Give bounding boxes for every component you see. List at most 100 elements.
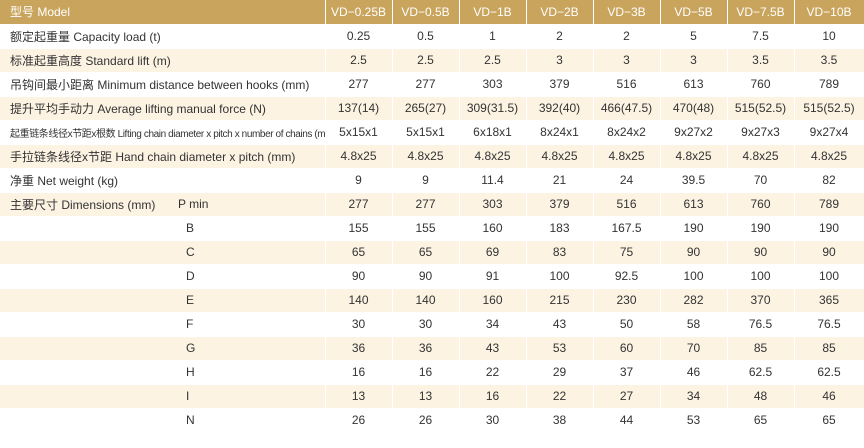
table-cell: 16 [325,360,393,385]
table-cell: 1 [459,24,527,49]
table-cell: 100 [660,264,728,289]
table-cell: 9x27x4 [794,120,864,145]
table-cell: 4.8x25 [660,144,728,169]
table-cell: 38 [526,408,594,433]
table-cell: 7.5 [727,24,795,49]
table-cell: 516 [593,192,661,217]
table-cell: 30 [392,312,460,337]
table-cell: 309(31.5) [459,96,527,121]
table-cell: 90 [794,240,864,265]
table-cell: 515(52.5) [727,96,795,121]
model-header: VD−0.25B [325,0,393,25]
table-cell: 515(52.5) [794,96,864,121]
table-cell: 22 [459,360,527,385]
dimension-sub-label: I [186,388,190,403]
table-cell: 39.5 [660,168,728,193]
table-cell: 82 [794,168,864,193]
table-cell: 70 [660,336,728,361]
table-cell: 8x24x2 [593,120,661,145]
model-header: VD−3B [593,0,661,25]
table-cell: 155 [392,216,460,241]
table-cell: 277 [392,192,460,217]
table-cell: 62.5 [794,360,864,385]
table-cell: 282 [660,288,728,313]
table-cell: 30 [325,312,393,337]
table-cell: 365 [794,288,864,313]
dimension-label-cell: H [0,360,326,385]
table-cell: 466(47.5) [593,96,661,121]
dimension-label-cell: N [0,408,326,433]
table-cell: 90 [325,264,393,289]
table-cell: 90 [727,240,795,265]
table-cell: 83 [526,240,594,265]
table-cell: 70 [727,168,795,193]
table-cell: 9 [325,168,393,193]
dimension-label-cell: C [0,240,326,265]
dimension-label-cell: 主要尺寸 Dimensions (mm) P min [0,192,326,217]
table-cell: 76.5 [794,312,864,337]
model-header: VD−2B [526,0,594,25]
table-cell: 92.5 [593,264,661,289]
table-cell: 46 [794,384,864,409]
table-cell: 6x18x1 [459,120,527,145]
table-cell: 215 [526,288,594,313]
table-cell: 9 [392,168,460,193]
table-row: C 65 65 69 83 75 90 90 90 [0,240,864,265]
table-cell: 100 [794,264,864,289]
table-cell: 53 [526,336,594,361]
table-cell: 85 [727,336,795,361]
table-cell: 190 [727,216,795,241]
table-cell: 230 [593,288,661,313]
table-cell: 24 [593,168,661,193]
table-cell: 613 [660,192,728,217]
table-cell: 190 [660,216,728,241]
table-row: 起重链条线径x节距x根数 Lifting chain diameter x pi… [0,120,864,145]
table-cell: 5x15x1 [325,120,393,145]
row-label: 额定起重量 Capacity load (t) [0,24,326,49]
table-cell: 4.8x25 [459,144,527,169]
table-cell: 34 [660,384,728,409]
table-cell: 760 [727,192,795,217]
table-cell: 183 [526,216,594,241]
table-cell: 44 [593,408,661,433]
table-row: H 16 16 22 29 37 46 62.5 62.5 [0,360,864,385]
table-cell: 4.8x25 [392,144,460,169]
dimension-sub-label: C [186,244,195,259]
table-cell: 760 [727,72,795,97]
table-cell: 4.8x25 [727,144,795,169]
table-cell: 140 [392,288,460,313]
dimension-sub-label: H [186,364,195,379]
table-row: I 13 13 16 22 27 34 48 46 [0,384,864,409]
dimension-sub-label: F [186,316,194,331]
table-cell: 65 [727,408,795,433]
dimension-sub-label: E [186,292,195,307]
dimension-label-cell: D [0,264,326,289]
table-cell: 53 [660,408,728,433]
table-cell: 9x27x2 [660,120,728,145]
dimension-sub-label: D [186,268,195,283]
table-cell: 3.5 [727,48,795,73]
table-cell: 37 [593,360,661,385]
table-row: F 30 30 34 43 50 58 76.5 76.5 [0,312,864,337]
table-cell: 58 [660,312,728,337]
table-cell: 11.4 [459,168,527,193]
table-cell: 50 [593,312,661,337]
model-header: VD−1B [459,0,527,25]
table-cell: 167.5 [593,216,661,241]
table-cell: 65 [392,240,460,265]
table-row: N 26 26 30 38 44 53 65 65 [0,408,864,433]
row-label: 手拉链条线径x节距 Hand chain diameter x pitch (m… [0,144,326,169]
table-cell: 3 [593,48,661,73]
table-cell: 46 [660,360,728,385]
table-cell: 100 [727,264,795,289]
table-cell: 48 [727,384,795,409]
row-label: 吊钩间最小距离 Minimum distance between hooks (… [0,72,326,97]
table-cell: 22 [526,384,594,409]
table-cell: 140 [325,288,393,313]
model-header: VD−5B [660,0,728,25]
table-cell: 789 [794,72,864,97]
row-label: 净重 Net weight (kg) [0,168,326,193]
table-cell: 30 [459,408,527,433]
table-row: D 90 90 91 100 92.5 100 100 100 [0,264,864,289]
table-cell: 160 [459,288,527,313]
